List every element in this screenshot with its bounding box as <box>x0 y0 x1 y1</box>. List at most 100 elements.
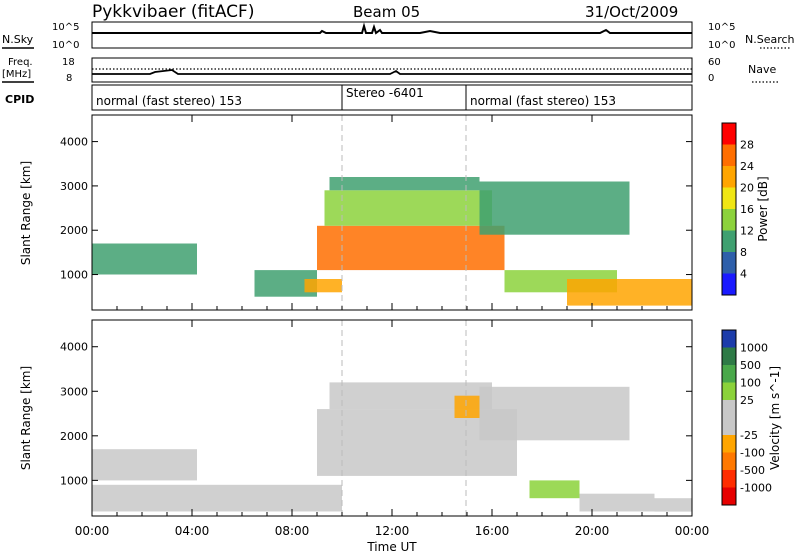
power-region-0 <box>92 243 197 275</box>
cpid-panel: CPID normal (fast stereo) 153 Stereo -64… <box>5 84 693 111</box>
power-cbar-swatch-0 <box>722 123 736 145</box>
power-panel: 1000 2000 3000 4000 Slant Range [km] <box>19 114 693 311</box>
xtick-1: 04:00 <box>175 524 210 538</box>
power-ytick-1: 2000 <box>60 224 88 237</box>
velocity-colorbar: 1000 500 100 25 -25 -100 -500 -1000 Velocity [m… <box>721 329 782 506</box>
freq-tick-bottom: 8 <box>66 73 72 84</box>
velocity-cbar-swatch-2 <box>722 365 736 383</box>
cpid-segment-3: normal (fast stereo) 153 <box>470 94 616 108</box>
nsky-panel: N.Sky 10^5 10^0 10^5 10^0 N.Search <box>2 21 795 51</box>
nsky-tick-top: 10^5 <box>52 22 79 33</box>
velocity-region-5 <box>479 386 630 441</box>
velocity-ytick-3: 4000 <box>60 341 88 354</box>
power-cbar-swatch-3 <box>722 187 736 210</box>
power-cbar-tick-3: 16 <box>740 203 754 216</box>
xtick-4: 16:00 <box>475 524 510 538</box>
cpid-segment-2: Stereo -6401 <box>346 86 424 100</box>
velocity-cbar-swatch-7 <box>722 452 736 471</box>
velocity-cbar-swatch-3 <box>722 382 736 401</box>
power-region-6 <box>479 181 630 235</box>
xaxis-label: Time UT <box>366 540 417 554</box>
velocity-cbar-tick-0: 1000 <box>740 342 768 355</box>
velocity-cbar-tick-3: 25 <box>740 394 754 407</box>
freq-label-line1: Freq. <box>8 57 33 68</box>
power-cbar-swatch-1 <box>722 144 736 167</box>
power-colorbar: 4 8 12 16 20 24 28 Power [dB] <box>721 122 770 296</box>
velocity-cbar-tick-4: -25 <box>740 429 758 442</box>
power-cbar-swatch-7 <box>722 273 736 296</box>
power-cbar-swatch-2 <box>722 166 736 188</box>
nave-tick-top: 60 <box>708 57 721 68</box>
power-region-4 <box>324 190 492 226</box>
velocity-cbar-swatch-1 <box>722 347 736 366</box>
velocity-region-7 <box>579 493 655 512</box>
nave-tick-bottom: 0 <box>708 73 714 84</box>
time-axis: 00:00 04:00 08:00 12:00 16:00 20:00 00:00 <box>75 115 710 538</box>
xtick-5: 20:00 <box>575 524 610 538</box>
nsky-label: N.Sky <box>2 33 34 46</box>
freq-trace <box>92 69 692 75</box>
power-region-8 <box>567 279 692 306</box>
power-cbar-swatch-6 <box>722 252 736 274</box>
velocity-ylabel: Slant Range [km] <box>19 366 33 470</box>
power-cbar-tick-5: 24 <box>740 160 754 173</box>
power-cbar-swatch-4 <box>722 209 736 231</box>
power-region-3 <box>317 225 505 271</box>
power-region-5 <box>329 177 480 191</box>
nsearch-tick-bottom: 10^0 <box>708 40 735 51</box>
velocity-region-8 <box>654 498 692 512</box>
freq-tick-top: 18 <box>62 57 75 68</box>
xtick-6: 00:00 <box>675 524 710 538</box>
power-ytick-3: 4000 <box>60 136 88 149</box>
velocity-y-ticks: 1000 2000 3000 4000 <box>60 341 692 487</box>
power-cbar-tick-6: 28 <box>740 139 754 152</box>
nsky-trace <box>92 22 692 35</box>
velocity-region-4 <box>454 395 480 418</box>
xtick-0: 00:00 <box>75 524 110 538</box>
power-cbar-tick-2: 12 <box>740 225 754 238</box>
nsearch-label: N.Search <box>745 33 795 46</box>
velocity-ytick-2: 3000 <box>60 385 88 398</box>
velocity-cbar-tick-1: 500 <box>740 359 761 372</box>
velocity-cbar-tick-7: -1000 <box>740 482 772 495</box>
power-cbar-swatch-5 <box>722 230 736 253</box>
freq-panel: Freq. [MHz] 18 8 60 0 Nave <box>2 57 780 84</box>
beam-title: Beam 05 <box>353 3 420 21</box>
velocity-colorbar-label: Velocity [m s^-1] <box>768 366 782 470</box>
velocity-cbar-tick-6: -500 <box>740 464 765 477</box>
nave-label: Nave <box>748 63 776 76</box>
xtick-2: 08:00 <box>275 524 310 538</box>
velocity-ytick-0: 1000 <box>60 474 88 487</box>
date-title: 31/Oct/2009 <box>585 3 678 21</box>
power-heatmap <box>92 177 692 306</box>
power-ylabel: Slant Range [km] <box>19 161 33 265</box>
velocity-cbar-tick-2: 100 <box>740 377 761 390</box>
power-y-ticks: 1000 2000 3000 4000 <box>60 136 692 282</box>
cpid-segment-1: normal (fast stereo) 153 <box>96 94 242 108</box>
power-cbar-tick-4: 20 <box>740 182 754 195</box>
station-title: Pykkvibaer (fitACF) <box>92 2 254 22</box>
velocity-cbar-swatch-4 <box>722 400 736 418</box>
velocity-panel: 1000 2000 3000 4000 Slant Range [km] <box>19 319 693 517</box>
velocity-cbar-swatch-0 <box>722 330 736 348</box>
velocity-ytick-1: 2000 <box>60 430 88 443</box>
power-region-2 <box>304 279 342 293</box>
xtick-3: 12:00 <box>375 524 410 538</box>
power-cbar-tick-1: 8 <box>740 246 747 259</box>
velocity-cbar-swatch-9 <box>722 487 736 506</box>
power-cbar-tick-0: 4 <box>740 268 747 281</box>
freq-label-line2: [MHz] <box>2 69 31 80</box>
power-ytick-0: 1000 <box>60 269 88 282</box>
velocity-cbar-tick-5: -100 <box>740 447 765 460</box>
velocity-region-6 <box>529 480 580 499</box>
power-ytick-2: 3000 <box>60 180 88 193</box>
power-colorbar-label: Power [dB] <box>756 176 770 241</box>
velocity-region-1 <box>92 484 342 512</box>
nsky-tick-bottom: 10^0 <box>52 40 79 51</box>
nsearch-tick-top: 10^5 <box>708 22 735 33</box>
velocity-region-0 <box>92 449 197 481</box>
velocity-cbar-swatch-5 <box>722 417 736 436</box>
velocity-cbar-swatch-8 <box>722 470 736 488</box>
